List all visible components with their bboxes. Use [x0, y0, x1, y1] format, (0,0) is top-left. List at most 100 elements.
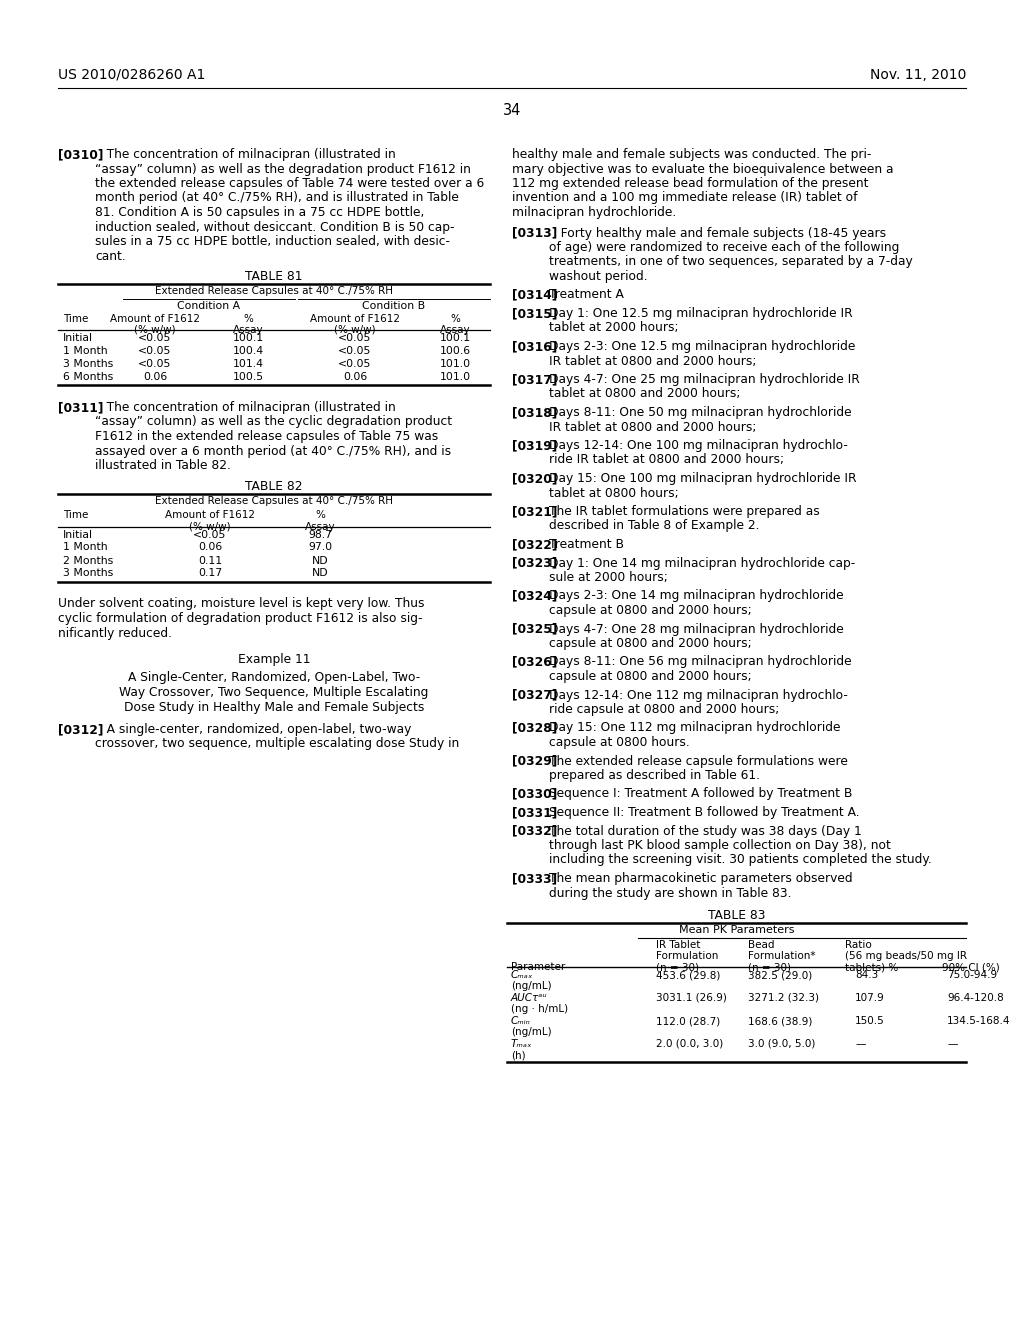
- Text: 100.1: 100.1: [439, 333, 471, 343]
- Text: [0328]: [0328]: [512, 722, 557, 734]
- Text: <0.05: <0.05: [138, 359, 172, 370]
- Text: Nov. 11, 2010: Nov. 11, 2010: [869, 69, 966, 82]
- Text: [0316]: [0316]: [512, 341, 557, 352]
- Text: <0.05: <0.05: [194, 529, 226, 540]
- Text: TABLE 83: TABLE 83: [708, 909, 765, 921]
- Text: 75.0-94.9: 75.0-94.9: [947, 970, 997, 979]
- Text: 3.0 (9.0, 5.0): 3.0 (9.0, 5.0): [748, 1039, 815, 1049]
- Text: ND: ND: [311, 569, 329, 578]
- Text: milnacipran hydrochloride.: milnacipran hydrochloride.: [512, 206, 676, 219]
- Text: prepared as described in Table 61.: prepared as described in Table 61.: [549, 770, 760, 781]
- Text: Days 12-14: One 100 mg milnacipran hydrochlo-: Days 12-14: One 100 mg milnacipran hydro…: [549, 440, 848, 451]
- Text: Days 2-3: One 14 mg milnacipran hydrochloride: Days 2-3: One 14 mg milnacipran hydrochl…: [549, 590, 844, 602]
- Text: 0.06: 0.06: [143, 372, 167, 381]
- Text: [0317]: [0317]: [512, 374, 557, 385]
- Text: Treatment A: Treatment A: [549, 289, 624, 301]
- Text: (56 mg beads/50 mg IR: (56 mg beads/50 mg IR: [845, 950, 967, 961]
- Text: 3031.1 (26.9): 3031.1 (26.9): [656, 993, 727, 1003]
- Text: [0323]: [0323]: [512, 557, 557, 569]
- Text: induction sealed, without desiccant. Condition B is 50 cap-: induction sealed, without desiccant. Con…: [95, 220, 455, 234]
- Text: through last PK blood sample collection on Day 38), not: through last PK blood sample collection …: [549, 840, 891, 851]
- Text: 100.5: 100.5: [232, 372, 263, 381]
- Text: —: —: [855, 1039, 865, 1049]
- Text: 3271.2 (32.3): 3271.2 (32.3): [748, 993, 819, 1003]
- Text: Mean PK Parameters: Mean PK Parameters: [679, 925, 795, 935]
- Text: The extended release capsule formulations were: The extended release capsule formulation…: [549, 755, 848, 767]
- Text: [0329]: [0329]: [512, 755, 557, 767]
- Text: nificantly reduced.: nificantly reduced.: [58, 627, 172, 639]
- Text: 0.11: 0.11: [198, 556, 222, 565]
- Text: Day 1: One 14 mg milnacipran hydrochloride cap-: Day 1: One 14 mg milnacipran hydrochlori…: [549, 557, 855, 569]
- Text: (n = 30): (n = 30): [656, 962, 699, 972]
- Text: 100.6: 100.6: [439, 346, 471, 356]
- Text: 112 mg extended release bead formulation of the present: 112 mg extended release bead formulation…: [512, 177, 868, 190]
- Text: —: —: [947, 1039, 957, 1049]
- Text: [0314]: [0314]: [512, 289, 557, 301]
- Text: 34: 34: [503, 103, 521, 117]
- Text: 168.6 (38.9): 168.6 (38.9): [748, 1016, 812, 1026]
- Text: %: %: [243, 314, 253, 323]
- Text: Assay: Assay: [232, 325, 263, 335]
- Text: month period (at 40° C./75% RH), and is illustrated in Table: month period (at 40° C./75% RH), and is …: [95, 191, 459, 205]
- Text: Sequence II: Treatment B followed by Treatment A.: Sequence II: Treatment B followed by Tre…: [549, 807, 859, 818]
- Text: sule at 2000 hours;: sule at 2000 hours;: [549, 572, 668, 583]
- Text: Condition B: Condition B: [362, 301, 426, 312]
- Text: Initial: Initial: [63, 333, 93, 343]
- Text: IR Tablet: IR Tablet: [656, 940, 700, 950]
- Text: healthy male and female subjects was conducted. The pri-: healthy male and female subjects was con…: [512, 148, 871, 161]
- Text: 453.6 (29.8): 453.6 (29.8): [656, 970, 720, 979]
- Text: Extended Release Capsules at 40° C./75% RH: Extended Release Capsules at 40° C./75% …: [155, 286, 393, 296]
- Text: Day 15: One 112 mg milnacipran hydrochloride: Day 15: One 112 mg milnacipran hydrochlo…: [549, 722, 841, 734]
- Text: washout period.: washout period.: [549, 271, 647, 282]
- Text: The mean pharmacokinetic parameters observed: The mean pharmacokinetic parameters obse…: [549, 873, 853, 884]
- Text: Formulation: Formulation: [656, 950, 719, 961]
- Text: of age) were randomized to receive each of the following: of age) were randomized to receive each …: [549, 242, 899, 253]
- Text: mary objective was to evaluate the bioequivalence between a: mary objective was to evaluate the bioeq…: [512, 162, 894, 176]
- Text: 98.7: 98.7: [308, 529, 332, 540]
- Text: [0330]: [0330]: [512, 788, 557, 800]
- Text: [0318]: [0318]: [512, 407, 557, 418]
- Text: <0.05: <0.05: [338, 359, 372, 370]
- Text: 1 Month: 1 Month: [63, 543, 108, 553]
- Text: tablet at 0800 hours;: tablet at 0800 hours;: [549, 487, 679, 499]
- Text: TABLE 82: TABLE 82: [246, 479, 303, 492]
- Text: Bead: Bead: [748, 940, 774, 950]
- Text: (n = 30): (n = 30): [748, 962, 791, 972]
- Text: 112.0 (28.7): 112.0 (28.7): [656, 1016, 720, 1026]
- Text: 0.06: 0.06: [343, 372, 368, 381]
- Text: cyclic formulation of degradation product F1612 is also sig-: cyclic formulation of degradation produc…: [58, 612, 423, 624]
- Text: Time: Time: [63, 314, 88, 323]
- Text: IR tablet at 0800 and 2000 hours;: IR tablet at 0800 and 2000 hours;: [549, 355, 757, 367]
- Text: tablets) %: tablets) %: [845, 962, 898, 972]
- Text: Days 4-7: One 28 mg milnacipran hydrochloride: Days 4-7: One 28 mg milnacipran hydrochl…: [549, 623, 844, 635]
- Text: (% w/w): (% w/w): [189, 521, 230, 532]
- Text: TABLE 81: TABLE 81: [246, 271, 303, 282]
- Text: A single-center, randomized, open-label, two-way: A single-center, randomized, open-label,…: [95, 723, 412, 737]
- Text: cant.: cant.: [95, 249, 126, 263]
- Text: Cₘₐₓ: Cₘₐₓ: [511, 970, 534, 979]
- Text: F1612 in the extended release capsules of Table 75 was: F1612 in the extended release capsules o…: [95, 430, 438, 444]
- Text: AUCτᵃᵘ: AUCτᵃᵘ: [511, 993, 548, 1003]
- Text: Days 8-11: One 50 mg milnacipran hydrochloride: Days 8-11: One 50 mg milnacipran hydroch…: [549, 407, 852, 418]
- Text: US 2010/0286260 A1: US 2010/0286260 A1: [58, 69, 206, 82]
- Text: 90% CI (%): 90% CI (%): [942, 962, 999, 972]
- Text: Extended Release Capsules at 40° C./75% RH: Extended Release Capsules at 40° C./75% …: [155, 495, 393, 506]
- Text: [0333]: [0333]: [512, 873, 557, 884]
- Text: treatments, in one of two sequences, separated by a 7-day: treatments, in one of two sequences, sep…: [549, 256, 912, 268]
- Text: the extended release capsules of Table 74 were tested over a 6: the extended release capsules of Table 7…: [95, 177, 484, 190]
- Text: 100.1: 100.1: [232, 333, 263, 343]
- Text: Days 2-3: One 12.5 mg milnacipran hydrochloride: Days 2-3: One 12.5 mg milnacipran hydroc…: [549, 341, 855, 352]
- Text: [0320]: [0320]: [512, 473, 557, 484]
- Text: 2 Months: 2 Months: [63, 556, 114, 565]
- Text: 0.17: 0.17: [198, 569, 222, 578]
- Text: Assay: Assay: [305, 521, 335, 532]
- Text: 6 Months: 6 Months: [63, 372, 114, 381]
- Text: Amount of F1612: Amount of F1612: [310, 314, 400, 323]
- Text: (h): (h): [511, 1049, 525, 1060]
- Text: 134.5-168.4: 134.5-168.4: [947, 1016, 1011, 1026]
- Text: Days 12-14: One 112 mg milnacipran hydrochlo-: Days 12-14: One 112 mg milnacipran hydro…: [549, 689, 848, 701]
- Text: Treatment B: Treatment B: [549, 539, 624, 550]
- Text: ride IR tablet at 0800 and 2000 hours;: ride IR tablet at 0800 and 2000 hours;: [549, 454, 784, 466]
- Text: during the study are shown in Table 83.: during the study are shown in Table 83.: [549, 887, 792, 899]
- Text: [0310]: [0310]: [58, 148, 103, 161]
